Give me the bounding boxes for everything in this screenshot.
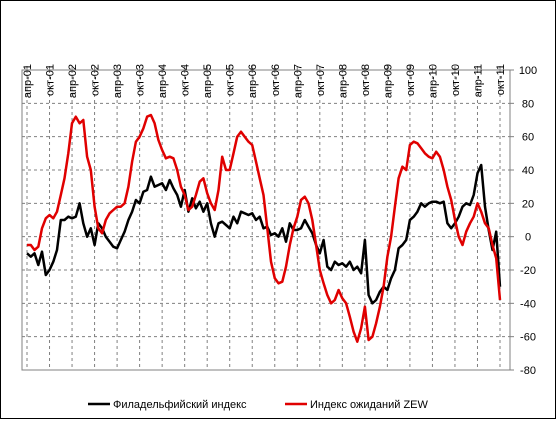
x-tick-label: окт-04 bbox=[180, 64, 192, 96]
x-tick-label: окт-03 bbox=[135, 64, 147, 96]
legend-label: Индекс ожиданий ZEW bbox=[310, 399, 429, 411]
x-tick-label: апр-04 bbox=[157, 64, 169, 98]
x-tick-label: апр-06 bbox=[247, 64, 259, 98]
x-tick-label: окт-05 bbox=[225, 64, 237, 96]
x-tick-label: апр-02 bbox=[67, 64, 79, 98]
y-tick-label: -20 bbox=[520, 265, 536, 277]
x-tick-label: окт-11 bbox=[495, 64, 507, 95]
x-tick-label: окт-09 bbox=[405, 64, 417, 96]
x-tick-label: окт-01 bbox=[45, 64, 57, 96]
x-tick-label: окт-08 bbox=[360, 64, 372, 96]
y-tick-label: -60 bbox=[520, 332, 536, 344]
y-tick-label: 80 bbox=[522, 98, 534, 110]
y-tick-label: 60 bbox=[522, 132, 534, 144]
y-tick-label: -40 bbox=[520, 298, 536, 310]
x-tick-label: апр-09 bbox=[382, 64, 394, 98]
x-tick-label: апр-07 bbox=[292, 64, 304, 98]
y-tick-label: 100 bbox=[519, 65, 537, 77]
y-tick-label: 0 bbox=[525, 232, 531, 244]
series-line bbox=[27, 113, 502, 343]
x-tick-label: апр-05 bbox=[202, 64, 214, 98]
y-tick-label: 20 bbox=[522, 198, 534, 210]
y-tick-label: -80 bbox=[520, 365, 536, 377]
x-tick-label: апр-01 bbox=[22, 64, 34, 98]
x-tick-label: апр-10 bbox=[427, 64, 439, 98]
series-line bbox=[26, 163, 502, 305]
x-tick-label: апр-11 bbox=[472, 64, 484, 97]
x-tick-label: окт-02 bbox=[90, 64, 102, 96]
x-tick-label: апр-08 bbox=[337, 64, 349, 98]
x-tick-label: окт-07 bbox=[315, 64, 327, 96]
x-tick-label: окт-10 bbox=[450, 64, 462, 96]
x-tick-label: апр-03 bbox=[112, 64, 124, 98]
x-tick-label: окт-06 bbox=[270, 64, 282, 96]
y-tick-label: 40 bbox=[522, 165, 534, 177]
legend-label: Филадельфийский индекс bbox=[113, 399, 247, 411]
